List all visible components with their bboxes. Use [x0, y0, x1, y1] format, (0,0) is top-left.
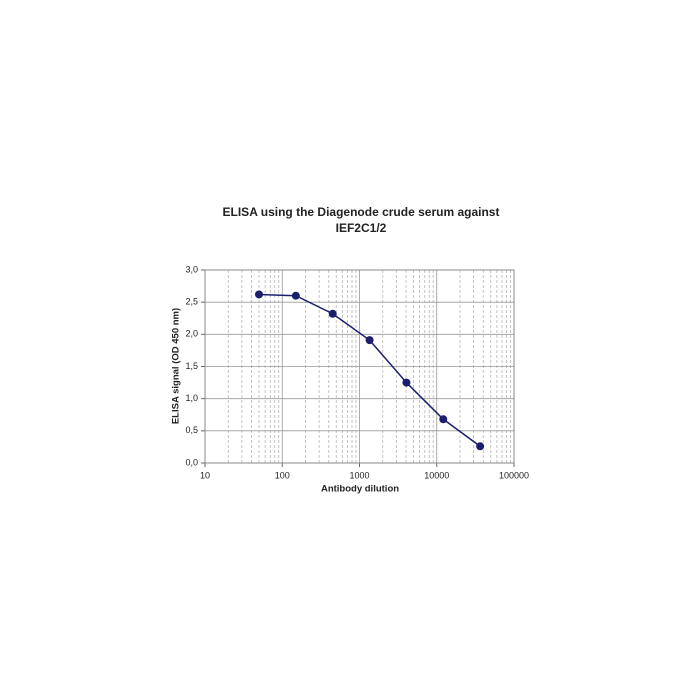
- data-point: [365, 336, 374, 345]
- y-tick-label: 2,5: [185, 297, 198, 307]
- y-axis-label: ELISA signal (OD 450 nm): [171, 308, 182, 424]
- y-tick-label: 0,5: [185, 425, 198, 435]
- data-line: [258, 293, 481, 447]
- x-axis-label: Antibody dilution: [321, 484, 399, 495]
- y-tick-label: 1,0: [185, 393, 198, 403]
- x-tick-label: 100000: [499, 470, 529, 480]
- data-point: [291, 291, 300, 300]
- data-point: [254, 290, 263, 299]
- data-point: [328, 309, 337, 318]
- data-point: [476, 442, 485, 451]
- data-point: [402, 378, 411, 387]
- x-tick-label: 10000: [424, 470, 449, 480]
- chart-title: IEF2C1/2: [336, 221, 387, 235]
- chart-title: ELISA using the Diagenode crude serum ag…: [223, 205, 500, 219]
- plot-frame: [204, 269, 515, 464]
- x-tick-label: 100: [275, 470, 290, 480]
- y-tick-label: 2,0: [185, 329, 198, 339]
- y-tick-label: 3,0: [185, 264, 198, 274]
- y-tick-label: 0,0: [185, 457, 198, 467]
- x-tick-label: 10: [200, 470, 210, 480]
- data-point: [439, 415, 448, 424]
- x-tick-label: 1000: [349, 470, 369, 480]
- y-tick-label: 1,5: [185, 361, 198, 371]
